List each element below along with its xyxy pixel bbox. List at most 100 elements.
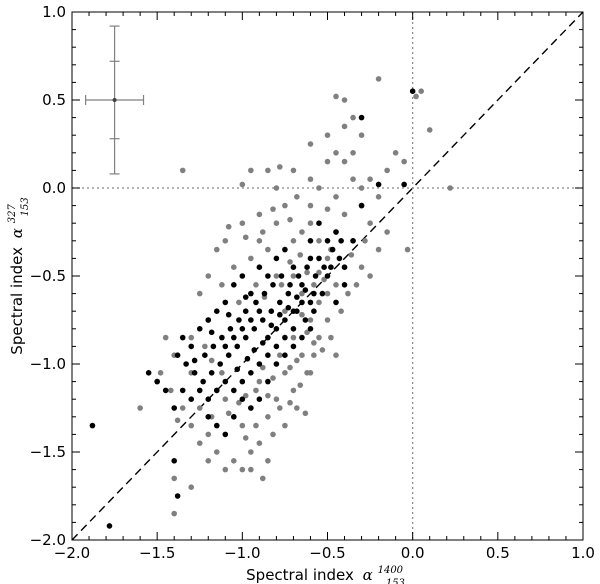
x-tick-labels: −2.0 −1.5 −1.0 −0.5 0.0 0.5 1.0 (54, 544, 595, 562)
scatter-point (256, 211, 263, 218)
scatter-point (282, 202, 288, 209)
scatter-point (273, 220, 280, 226)
scatter-point (222, 396, 229, 403)
scatter-point (222, 431, 229, 438)
scatter-point (251, 347, 258, 353)
scatter-point (353, 282, 360, 288)
scatter-point (324, 317, 331, 323)
scatter-point (219, 370, 225, 376)
scatter-point (294, 294, 300, 300)
scatter-point (227, 326, 234, 332)
x-tick-label: −1.5 (139, 544, 175, 562)
scatter-point (384, 167, 390, 174)
scatter-point (324, 158, 331, 165)
scatter-point (362, 238, 368, 244)
scatter-point (219, 334, 225, 341)
scatter-point (167, 387, 174, 394)
scatter-point (341, 282, 348, 288)
y-tick-label: −2.0 (30, 531, 66, 549)
scatter-point (319, 290, 326, 297)
scatter-point (188, 484, 195, 491)
scatter-point (287, 282, 293, 288)
scatter-point (205, 273, 212, 279)
scatter-point (295, 273, 302, 279)
scatter-point (234, 343, 241, 350)
x-axis-label-text: Spectral index (246, 566, 354, 584)
scatter-point (324, 290, 331, 297)
scatter-point (367, 273, 373, 279)
scatter-point (277, 405, 283, 411)
scatter-point (248, 290, 254, 297)
scatter-point (236, 299, 242, 306)
scatter-point (350, 238, 356, 244)
scatter-point (256, 238, 263, 244)
scatter-point (219, 282, 225, 288)
scatter-point (244, 355, 251, 362)
scatter-point (265, 392, 271, 399)
scatter-point (324, 273, 331, 279)
scatter-point (213, 449, 220, 455)
scatter-point (316, 220, 322, 226)
scatter-point (248, 449, 254, 455)
scatter-point (294, 357, 300, 364)
scatter-point (265, 352, 271, 359)
scatter-point (265, 246, 271, 253)
scatter-point (154, 378, 160, 385)
scatter-point (157, 370, 164, 376)
scatter-point (282, 370, 288, 376)
scatter-point (358, 132, 365, 138)
scatter-point (304, 370, 310, 376)
x-axis-label-subscript: 153 (386, 578, 405, 584)
scatter-point (273, 361, 280, 367)
scatter-point (328, 334, 334, 341)
x-tick-label: −2.0 (54, 544, 90, 562)
scatter-point (191, 370, 198, 376)
scatter-point (256, 264, 263, 271)
scatter-point (179, 167, 186, 174)
scatter-point (210, 343, 217, 350)
scatter-point (299, 229, 305, 235)
scatter-point (205, 414, 212, 420)
scatter-point (341, 264, 348, 271)
scatter-point (106, 523, 113, 529)
scatter-point (341, 211, 348, 218)
scatter-point (171, 510, 177, 517)
scatter-point (307, 317, 314, 323)
scatter-point (311, 282, 317, 288)
scatter-point (242, 234, 249, 241)
scatter-point (231, 458, 237, 464)
scatter-point (236, 317, 242, 323)
scatter-point (302, 317, 309, 323)
scatter-point (222, 378, 229, 385)
scatter-point (236, 399, 242, 406)
scatter-point (174, 493, 181, 499)
scatter-point (222, 466, 229, 473)
x-tick-label: 1.0 (571, 544, 595, 562)
scatter-point (239, 181, 246, 188)
scatter-point (188, 334, 195, 341)
scatter-point (375, 76, 382, 82)
scatter-point (311, 352, 317, 359)
scatter-point (270, 206, 276, 212)
scatter-point (290, 343, 297, 350)
scatter-point (307, 176, 314, 182)
scatter-point (282, 422, 288, 429)
scatter-point (179, 334, 186, 341)
scatter-point (316, 238, 322, 244)
scatter-point (302, 287, 309, 293)
scatter-point (213, 422, 220, 429)
scatter-point (287, 399, 293, 406)
scatter-point (290, 334, 297, 341)
scatter-point (304, 264, 310, 271)
scatter-point (202, 352, 208, 359)
scatter-point (409, 88, 416, 94)
scatter-point (333, 282, 339, 288)
scatter-point (277, 311, 283, 318)
scatter-point (384, 229, 390, 235)
scatter-point (188, 343, 195, 350)
scatter-point (350, 176, 356, 182)
scatter-point (282, 246, 288, 253)
x-tick-label: −0.5 (309, 544, 345, 562)
scatter-point (174, 352, 181, 359)
scatter-point (242, 294, 249, 300)
